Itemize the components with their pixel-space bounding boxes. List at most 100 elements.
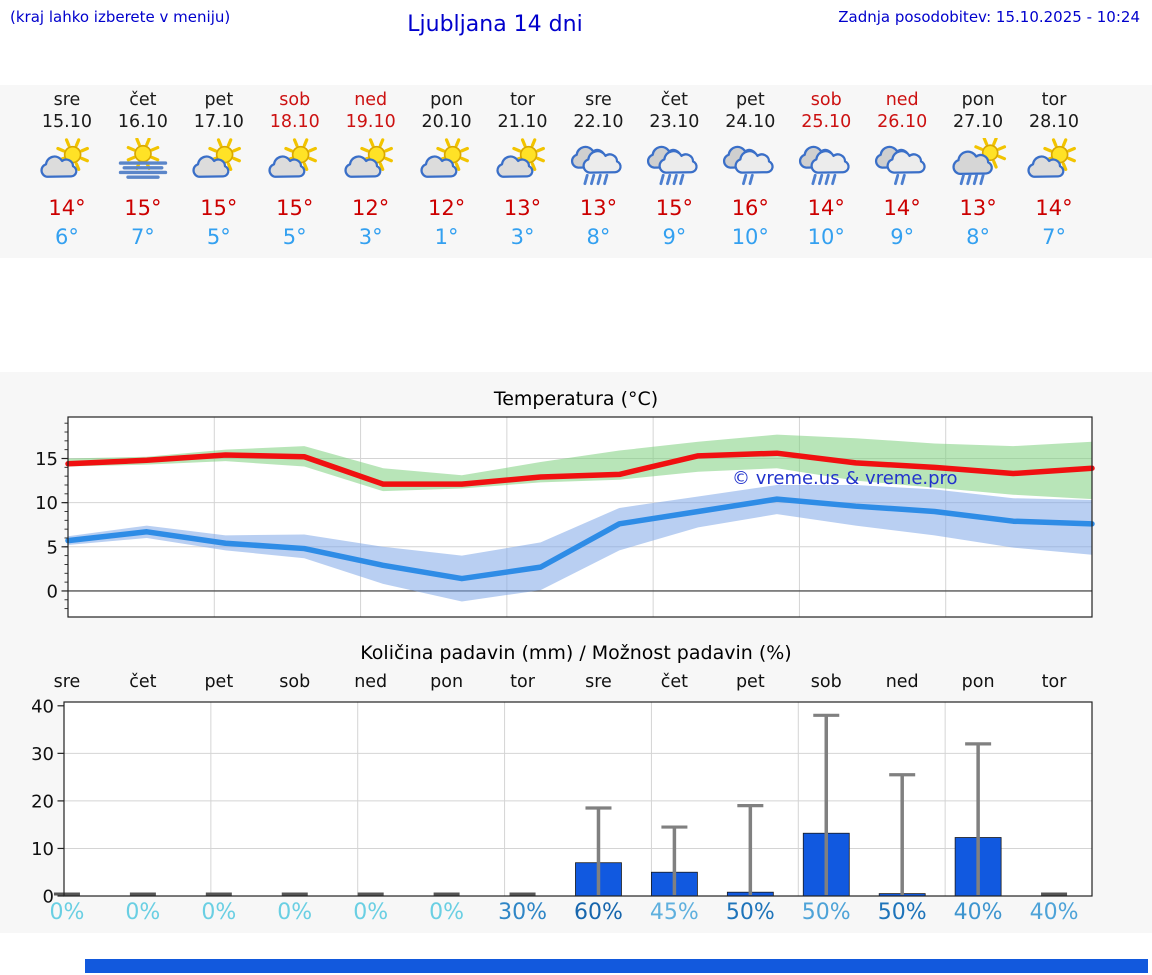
day-column[interactable]: tor 28.10 14° 7° xyxy=(1016,89,1092,253)
day-name: pet xyxy=(735,90,765,110)
day-name: ned xyxy=(354,90,388,110)
temp-high: 13° xyxy=(503,196,542,220)
temp-low: 8° xyxy=(586,225,611,249)
weather-icon xyxy=(940,135,1016,193)
svg-text:20: 20 xyxy=(31,791,54,812)
day-name: pon xyxy=(430,90,464,110)
day-name: čet xyxy=(129,90,157,110)
day-column[interactable]: čet 16.10 15° 7° xyxy=(105,89,181,253)
partly-cloudy-icon xyxy=(344,138,393,178)
precip-day-label: ned xyxy=(354,672,388,692)
rain-sun-icon xyxy=(952,138,1007,186)
svg-text:40: 40 xyxy=(31,696,54,717)
precip-probability: 30% xyxy=(498,900,547,925)
precip-probability: 0% xyxy=(429,900,465,925)
day-name: ned xyxy=(885,90,919,110)
partly-cloudy-icon xyxy=(268,138,317,178)
weather-icon xyxy=(181,135,257,193)
partly-cloudy-icon xyxy=(192,138,241,178)
precip-day-label: sre xyxy=(585,672,612,692)
weather-icon xyxy=(333,135,409,193)
precip-probability: 40% xyxy=(1029,900,1079,925)
precip-day-label: sob xyxy=(810,672,842,692)
precip-day-label: čet xyxy=(129,672,157,692)
precip-probability: 40% xyxy=(953,900,1003,925)
temp-low: 5° xyxy=(282,225,307,249)
svg-text:10: 10 xyxy=(31,839,54,860)
temp-low: 7° xyxy=(1042,225,1066,249)
precip-day-label: pet xyxy=(735,672,765,692)
svg-text:10: 10 xyxy=(35,493,58,514)
temp-high: 16° xyxy=(731,196,769,220)
day-column[interactable]: pon 20.10 12° 1° xyxy=(409,89,485,253)
day-column[interactable]: ned 19.10 12° 3° xyxy=(333,89,409,253)
day-columns: sre 15.10 14° 6° čet 16.10 15° 7° pet 17.10 15° 5° s… xyxy=(29,89,1092,253)
day-column[interactable]: sre 22.10 13° 8° xyxy=(561,89,637,253)
day-name: sob xyxy=(279,90,311,110)
day-date: 24.10 xyxy=(725,112,776,132)
day-column[interactable]: tor 21.10 13° 3° xyxy=(485,89,561,253)
day-name: pet xyxy=(204,90,234,110)
precip-day-label: tor xyxy=(1041,672,1067,692)
day-date: 21.10 xyxy=(497,112,548,132)
precip-day-label: tor xyxy=(510,672,535,692)
precip-day-label: čet xyxy=(660,672,688,692)
precip-probability: 0% xyxy=(125,900,161,925)
precip-day-label: ned xyxy=(885,672,919,692)
temp-low: 8° xyxy=(966,225,991,249)
precip-probability: 0% xyxy=(201,900,237,925)
temp-high: 14° xyxy=(807,196,845,220)
temp-low: 5° xyxy=(206,225,231,249)
precip-probability: 0% xyxy=(277,900,313,925)
day-column[interactable]: sob 25.10 14° 10° xyxy=(788,89,864,253)
day-date: 16.10 xyxy=(117,112,168,132)
svg-text:0: 0 xyxy=(43,887,54,908)
weather-icon xyxy=(105,135,181,193)
day-date: 25.10 xyxy=(801,112,852,132)
temp-low: 7° xyxy=(130,225,155,249)
temp-high: 13° xyxy=(579,196,618,220)
temp-low: 1° xyxy=(434,225,459,249)
precip-probability: 50% xyxy=(801,900,851,925)
temp-high: 13° xyxy=(959,196,997,220)
precip-day-label: pet xyxy=(204,672,234,692)
day-name: tor xyxy=(510,90,535,110)
rain-light-icon xyxy=(723,145,774,186)
day-column[interactable]: pet 17.10 15° 5° xyxy=(181,89,257,253)
rain-heavy-icon xyxy=(571,145,623,186)
temp-low: 9° xyxy=(890,225,915,249)
weather-icon xyxy=(29,135,105,193)
temp-high: 15° xyxy=(124,196,162,220)
temperature-chart-title: Temperatura (°C) xyxy=(493,388,659,410)
temp-low: 3° xyxy=(510,225,535,249)
page-title: Ljubljana 14 dni xyxy=(407,12,583,37)
temp-high: 14° xyxy=(1035,196,1073,220)
temp-high: 12° xyxy=(352,196,390,220)
day-column[interactable]: ned 26.10 14° 9° xyxy=(864,89,940,253)
temp-low: 6° xyxy=(55,225,79,249)
precip-day-label: pon xyxy=(961,672,995,692)
day-column[interactable]: sob 18.10 15° 5° xyxy=(257,89,333,253)
day-name: pon xyxy=(961,90,995,110)
precip-day-label: pon xyxy=(430,672,464,692)
day-column[interactable]: sre 15.10 14° 6° xyxy=(29,89,105,253)
watermark: © vreme.us & vreme.pro xyxy=(732,468,958,489)
weather-icon xyxy=(712,135,788,193)
location-hint: (kraj lahko izberete v meniju) xyxy=(10,8,231,26)
weather-icon xyxy=(485,135,561,193)
precipitation-chart-title: Količina padavin (mm) / Možnost padavin … xyxy=(360,642,792,664)
day-date: 20.10 xyxy=(421,112,472,132)
weather-icon xyxy=(864,135,940,193)
day-name: tor xyxy=(1041,90,1067,110)
precip-probability: 60% xyxy=(574,900,623,925)
precip-probability: 50% xyxy=(725,900,775,925)
day-date: 17.10 xyxy=(193,112,244,132)
day-column[interactable]: čet 23.10 15° 9° xyxy=(636,89,712,253)
forecast-strip: sre 15.10 14° 6° čet 16.10 15° 7° pet 17.10 15° 5° s… xyxy=(0,85,1152,258)
day-date: 15.10 xyxy=(41,112,93,132)
partly-cloudy-icon xyxy=(495,138,545,178)
svg-text:5: 5 xyxy=(47,537,58,558)
day-column[interactable]: pet 24.10 16° 10° xyxy=(712,89,788,253)
day-date: 26.10 xyxy=(877,112,928,132)
day-column[interactable]: pon 27.10 13° 8° xyxy=(940,89,1016,253)
